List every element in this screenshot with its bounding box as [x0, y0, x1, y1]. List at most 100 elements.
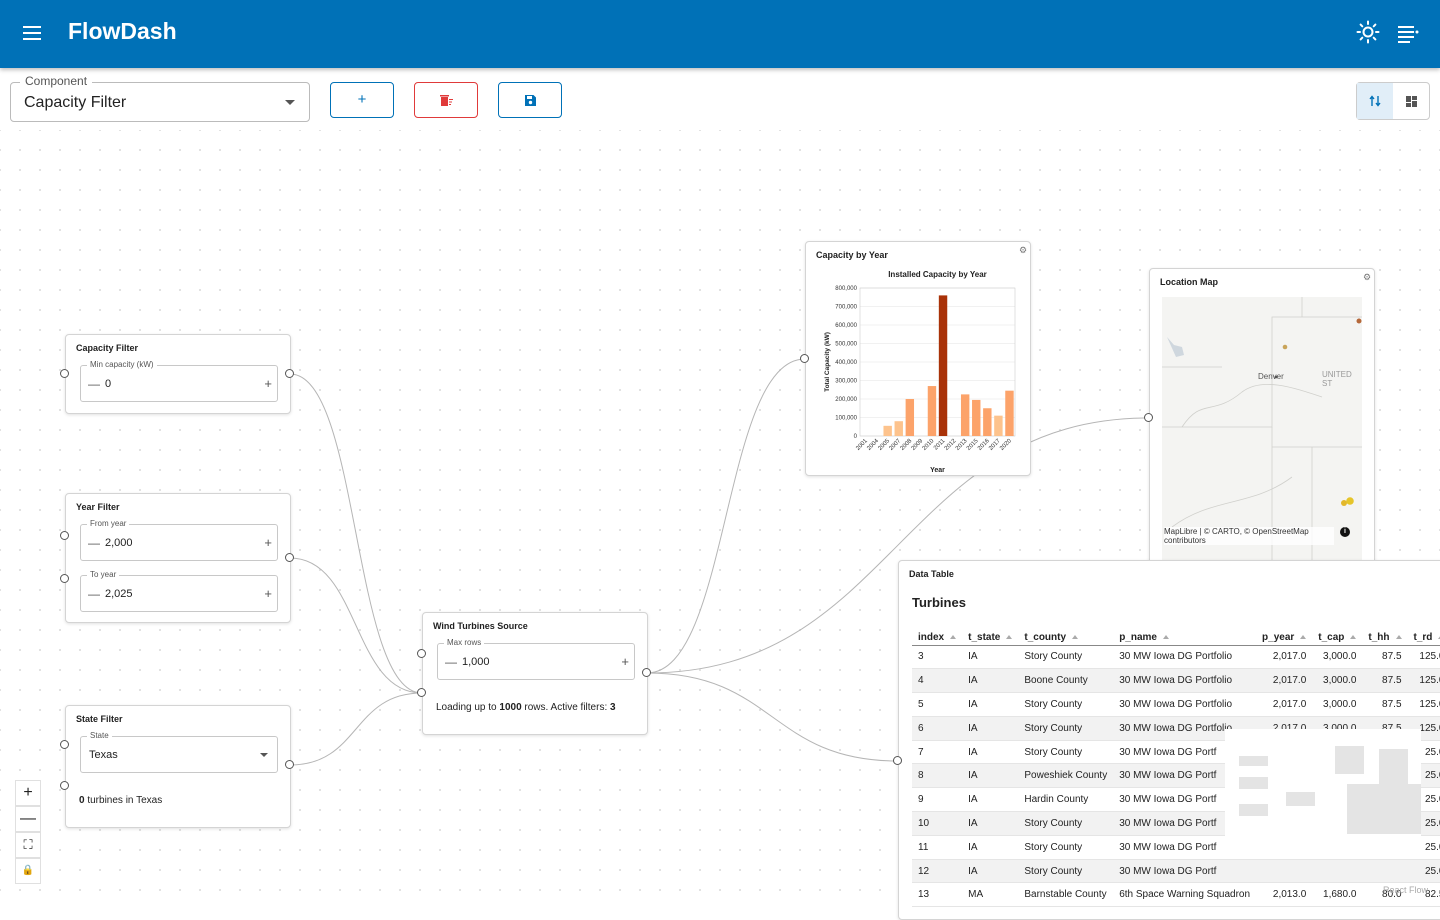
column-header-index[interactable]: index — [912, 630, 963, 646]
year-filter-node[interactable]: Year Filter From year — 2,000 + To year … — [65, 493, 291, 623]
node-title: State Filter — [76, 714, 123, 724]
status-filters: 3 — [610, 702, 616, 713]
to-year-stepper[interactable]: To year — 2,025 + — [80, 570, 278, 612]
field-label: State — [87, 731, 112, 740]
trash-icon — [440, 95, 453, 106]
increment-icon[interactable]: + — [264, 535, 272, 550]
state-select[interactable]: State Texas — [80, 731, 278, 773]
gear-icon[interactable]: ⚙ — [1019, 245, 1028, 255]
flow-view-button[interactable] — [1357, 83, 1393, 119]
sort-icon — [1300, 635, 1307, 640]
cell-p_year: 2,017.0 — [1256, 645, 1313, 670]
state-summary: 0 turbines in Texas — [79, 795, 162, 806]
zoom-out-button[interactable]: — — [15, 806, 41, 832]
wind-turbines-source-node[interactable]: Wind Turbines Source Max rows — 1,000 + … — [422, 612, 648, 735]
field-value: 1,000 — [462, 656, 490, 668]
data-table-node[interactable]: Data Table Turbines index t_state t_county… — [898, 560, 1440, 920]
dashboard-icon — [1406, 96, 1417, 107]
cell-t_hh: 87.5 — [1362, 668, 1408, 694]
column-header-t_cap[interactable]: t_cap — [1312, 630, 1363, 646]
swap-vertical-icon — [1369, 95, 1381, 107]
y-tick-label: 400,000 — [835, 360, 857, 366]
lock-button[interactable]: 🔒 — [15, 858, 41, 884]
output-handle[interactable] — [642, 668, 651, 677]
theme-toggle-icon[interactable] — [1356, 20, 1380, 44]
delete-component-button[interactable] — [414, 82, 478, 118]
column-header-p_name[interactable]: p_name — [1113, 630, 1257, 646]
map-view[interactable]: Denver UNITED ST MapLibre | © CARTO, © O… — [1162, 297, 1362, 562]
cell-t_county: Story County — [1018, 835, 1114, 860]
cell-index: 6 — [912, 716, 963, 741]
app-bar: FlowDash — [0, 0, 1440, 68]
column-header-t_county[interactable]: t_county — [1018, 630, 1114, 646]
add-component-button[interactable]: + — [330, 82, 394, 118]
cell-t_county: Story County — [1018, 692, 1114, 717]
min-capacity-stepper[interactable]: Min capacity (kW) — 0 + — [80, 360, 278, 402]
sort-icon — [1163, 635, 1169, 640]
component-select[interactable]: Component Capacity Filter — [10, 74, 310, 122]
input-handle[interactable] — [417, 649, 426, 658]
column-header-t_rd[interactable]: t_rd — [1407, 630, 1440, 646]
table-row[interactable]: 13 MA Barnstable County 6th Space Warning S… — [912, 882, 1440, 908]
output-handle[interactable] — [285, 760, 294, 769]
input-handle[interactable] — [893, 756, 902, 765]
input-handle[interactable] — [60, 574, 69, 583]
input-handle[interactable] — [60, 781, 69, 790]
input-handle[interactable] — [1144, 413, 1153, 422]
field-value: 0 — [105, 378, 112, 390]
node-title: Data Table — [909, 569, 954, 579]
increment-icon[interactable]: + — [621, 654, 629, 669]
cell-t_county: Barnstable County — [1018, 882, 1114, 908]
decrement-icon[interactable]: — — [88, 377, 100, 391]
bar-2005 — [883, 425, 892, 436]
table-row[interactable]: 5 IA Story County 30 MW Iowa DG Portfolio 2,… — [912, 692, 1440, 717]
minimap[interactable] — [1225, 729, 1421, 855]
turbine-count: 0 — [79, 795, 85, 806]
cell-p_year: 2,017.0 — [1256, 692, 1313, 717]
from-year-stepper[interactable]: From year — 2,000 + — [80, 519, 278, 561]
lock-icon: 🔒 — [21, 865, 35, 876]
fit-view-button[interactable]: ⛶ — [15, 832, 41, 858]
cell-index: 12 — [912, 859, 963, 884]
dashboard-view-button[interactable] — [1394, 83, 1430, 119]
input-handle[interactable] — [800, 354, 809, 363]
column-header-t_hh[interactable]: t_hh — [1362, 630, 1408, 646]
capacity-by-year-node[interactable]: Capacity by Year ⚙ Installed Capacity by… — [805, 241, 1031, 476]
y-tick-label: 0 — [854, 434, 858, 440]
input-handle[interactable] — [60, 531, 69, 540]
flow-canvas[interactable]: Capacity Filter Min capacity (kW) — 0 + … — [0, 130, 1440, 920]
decrement-icon[interactable]: — — [445, 655, 457, 669]
increment-icon[interactable]: + — [264, 376, 272, 391]
decrement-icon[interactable]: — — [88, 587, 100, 601]
column-header-t_state[interactable]: t_state — [962, 630, 1019, 646]
output-handle[interactable] — [285, 553, 294, 562]
cell-t_county: Story County — [1018, 859, 1114, 884]
info-icon[interactable]: i — [1340, 527, 1350, 537]
column-header-p_year[interactable]: p_year — [1256, 630, 1313, 646]
react-flow-attribution[interactable]: React Flow — [1383, 885, 1429, 895]
zoom-in-button[interactable]: + — [15, 780, 41, 806]
table-row[interactable]: 3 IA Story County 30 MW Iowa DG Portfolio 2,… — [912, 645, 1440, 670]
decrement-icon[interactable]: — — [88, 536, 100, 550]
output-handle[interactable] — [285, 369, 294, 378]
save-component-button[interactable] — [498, 82, 562, 118]
state-filter-node[interactable]: State Filter State Texas 0 turbines in T… — [65, 705, 291, 828]
cell-t_county: Poweshiek County — [1018, 763, 1114, 789]
menu-icon[interactable] — [20, 22, 44, 46]
cell-t_rd: 125.0 — [1407, 668, 1440, 694]
bar-2013 — [960, 394, 970, 436]
increment-icon[interactable]: + — [264, 586, 272, 601]
sort-icon — [1395, 635, 1402, 640]
input-handle[interactable] — [60, 740, 69, 749]
gear-icon[interactable]: ⚙ — [1363, 272, 1372, 282]
input-handle[interactable] — [60, 369, 69, 378]
cell-p_year: 2,017.0 — [1256, 668, 1313, 694]
table-row[interactable]: 4 IA Boone County 30 MW Iowa DG Portfolio 2,… — [912, 668, 1440, 694]
capacity-filter-node[interactable]: Capacity Filter Min capacity (kW) — 0 + — [65, 334, 291, 414]
input-handle[interactable] — [417, 688, 426, 697]
max-rows-stepper[interactable]: Max rows — 1,000 + — [437, 638, 635, 680]
location-map-node[interactable]: Location Map ⚙ — [1149, 268, 1375, 569]
map-country-label: UNITED ST — [1322, 370, 1352, 388]
more-menu-icon[interactable] — [1396, 22, 1420, 46]
